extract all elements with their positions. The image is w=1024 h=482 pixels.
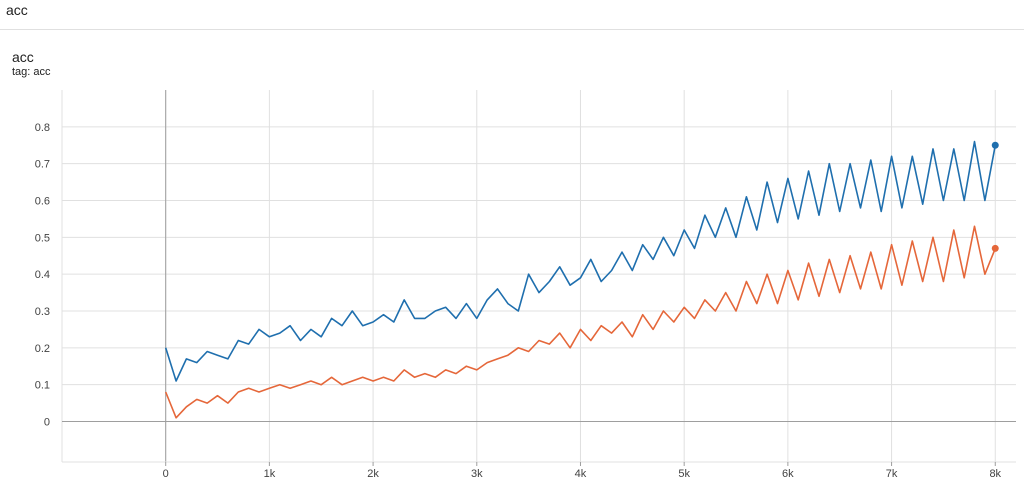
y-tick-label: 0.3 <box>35 306 50 318</box>
x-tick-label: 2k <box>367 468 379 480</box>
x-tick-label: 5k <box>678 468 690 480</box>
x-tick-label: 7k <box>886 468 898 480</box>
y-tick-label: 0.8 <box>35 122 50 134</box>
series-line-2 <box>164 225 997 419</box>
y-tick-label: 0 <box>44 416 50 428</box>
y-tick-label: 0.5 <box>35 232 50 244</box>
x-tick-label: 6k <box>782 468 794 480</box>
card-tag: tag: acc <box>12 66 51 78</box>
x-tick-label: 3k <box>471 468 483 480</box>
series-end-point-2 <box>991 244 999 252</box>
y-tick-label: 0.1 <box>35 380 50 392</box>
section-header[interactable]: acc <box>0 0 1024 30</box>
x-tick-label: 0 <box>163 468 169 480</box>
y-tick-label: 0.7 <box>35 159 50 171</box>
x-tick-label: 4k <box>575 468 587 480</box>
y-tick-label: 0.4 <box>35 269 50 281</box>
card-title: acc <box>12 49 34 65</box>
series-end-point-1 <box>991 141 999 149</box>
section-title: acc <box>6 2 28 18</box>
x-tick-label: 1k <box>264 468 276 480</box>
x-tick-label: 8k <box>989 468 1001 480</box>
y-tick-label: 0.2 <box>35 343 50 355</box>
y-tick-label: 0.6 <box>35 195 50 207</box>
series-line-1 <box>164 140 997 382</box>
